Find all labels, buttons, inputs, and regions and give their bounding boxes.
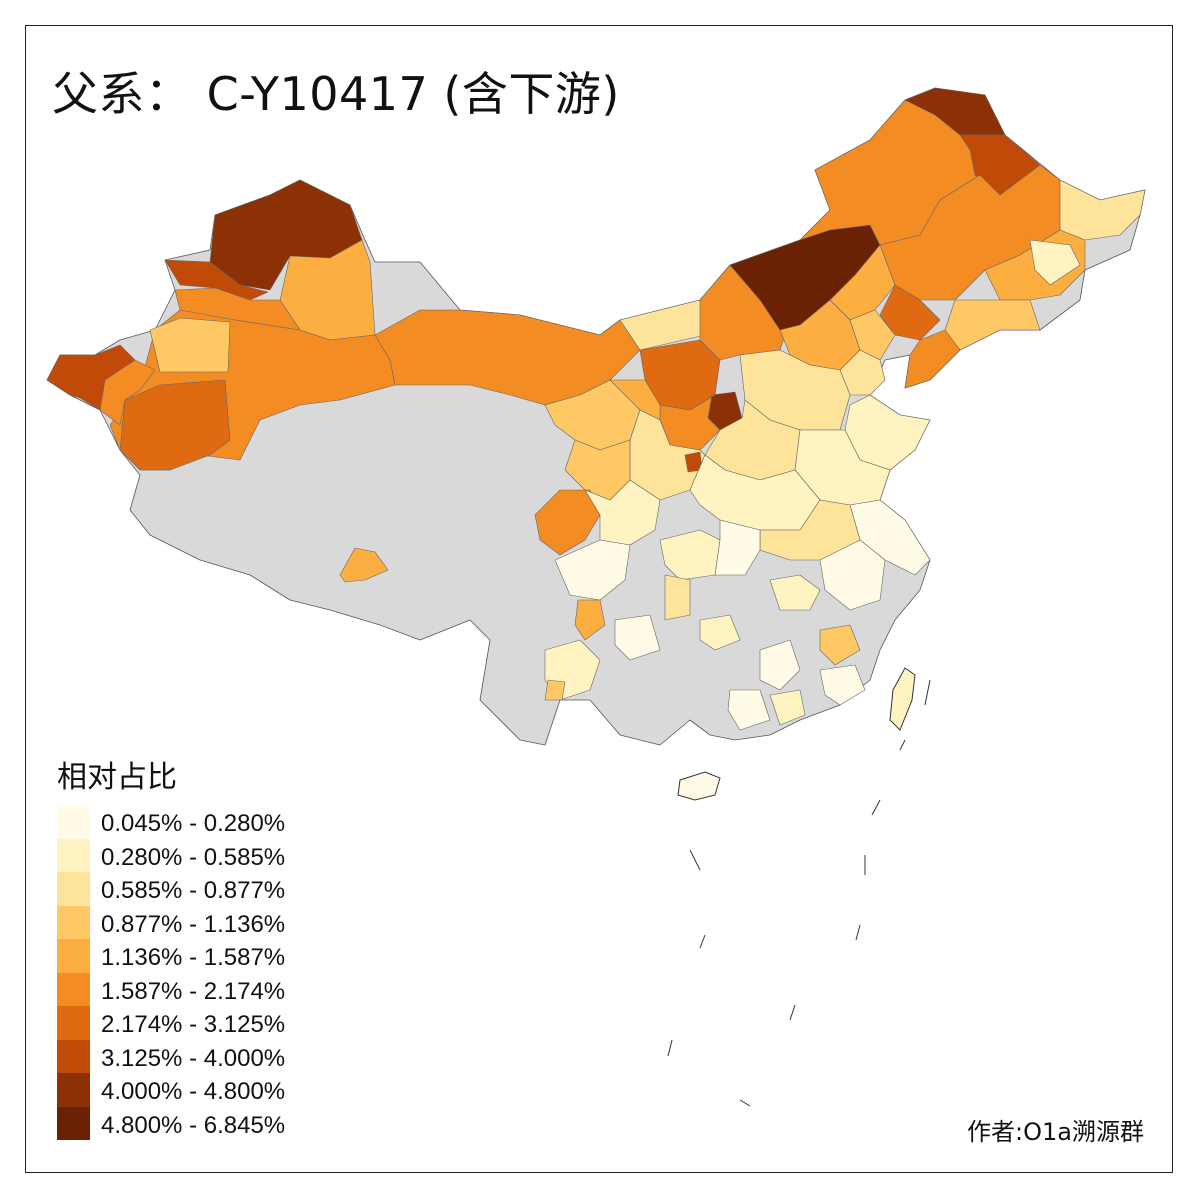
legend-label: 0.280% - 0.585% xyxy=(101,843,286,871)
map-title: 父系： C-Y10417 (含下游) xyxy=(52,67,620,121)
region-area xyxy=(819,664,866,706)
region-area xyxy=(849,309,896,361)
region-area xyxy=(584,479,661,546)
region-area xyxy=(759,639,801,691)
region-area xyxy=(534,489,601,556)
legend-label: 0.585% - 0.877% xyxy=(101,877,286,904)
legend-label: 0.045% - 0.280% xyxy=(101,810,286,837)
legend-label: 1.587% - 2.174% xyxy=(101,977,286,1005)
author-credit: 作者:O1a溯源群 xyxy=(967,1118,1144,1146)
legend-swatch xyxy=(57,905,90,939)
region-area xyxy=(944,299,1041,351)
legend-swatch xyxy=(57,838,90,872)
legend-swatch xyxy=(57,872,90,906)
legend-label: 1.136% - 1.587% xyxy=(101,944,286,971)
legend-label: 3.125% - 4.000% xyxy=(101,1044,286,1072)
legend-swatch xyxy=(57,1106,90,1140)
legend-title: 相对占比 xyxy=(57,760,177,795)
region-area xyxy=(819,624,861,666)
region-area xyxy=(574,599,606,641)
region-area xyxy=(714,519,761,576)
legend-swatch xyxy=(57,939,90,973)
region-area xyxy=(769,689,806,726)
region-area xyxy=(699,614,741,651)
region-area xyxy=(119,379,231,471)
legend-swatch xyxy=(57,1039,90,1073)
region-area xyxy=(339,547,389,583)
legend-swatch xyxy=(57,805,90,839)
region-area xyxy=(819,539,886,611)
region-area xyxy=(609,379,661,421)
hainan-island xyxy=(677,771,721,801)
legend-swatch xyxy=(57,1006,90,1040)
legend-label: 4.800% - 6.845% xyxy=(101,1111,286,1139)
legend-swatch xyxy=(57,972,90,1006)
region-area xyxy=(149,317,231,373)
legend-label: 4.000% - 4.800% xyxy=(101,1078,286,1105)
legend-label: 2.174% - 3.125% xyxy=(101,1011,286,1038)
region-area xyxy=(904,329,961,389)
region-area xyxy=(544,679,566,701)
region-area xyxy=(664,574,691,621)
region-area xyxy=(99,359,156,426)
region-area xyxy=(769,574,821,611)
taiwan-island xyxy=(889,667,916,731)
legend-swatch xyxy=(57,1073,90,1107)
region-area xyxy=(554,539,631,601)
region-area xyxy=(727,689,771,731)
legend-label: 0.877% - 1.136% xyxy=(101,910,286,938)
region-area xyxy=(1029,239,1081,286)
region-area xyxy=(614,614,661,661)
region-area xyxy=(164,259,269,301)
